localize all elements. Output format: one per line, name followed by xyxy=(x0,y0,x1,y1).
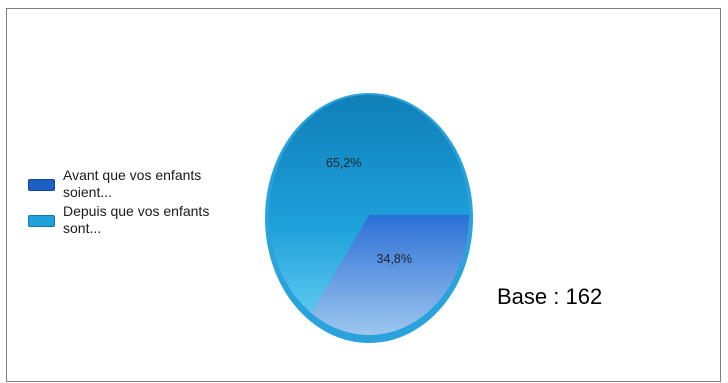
pie-slice-0 xyxy=(311,215,469,335)
pie-chart: 34,8% 65,2% xyxy=(265,93,473,343)
pie-slice-1 xyxy=(269,95,469,313)
legend-label-avant: Avant que vos enfants soient... xyxy=(63,167,202,200)
legend-label-depuis: Depuis que vos enfants sont... xyxy=(63,203,210,236)
legend-swatch-avant xyxy=(28,179,55,191)
legend-item-avant: Avant que vos enfants soient... xyxy=(28,167,243,201)
legend-item-depuis: Depuis que vos enfants sont... xyxy=(28,203,243,237)
pie-labels: 34,8% 65,2% xyxy=(326,156,412,266)
legend-swatch-depuis xyxy=(28,215,55,227)
pie-slices xyxy=(269,95,469,335)
pie-slice-label-0: 34,8% xyxy=(377,252,412,266)
pie-slice-label-1: 65,2% xyxy=(326,156,361,170)
legend: Avant que vos enfants soient... Depuis q… xyxy=(28,167,243,239)
base-count: Base : 162 xyxy=(497,284,603,309)
